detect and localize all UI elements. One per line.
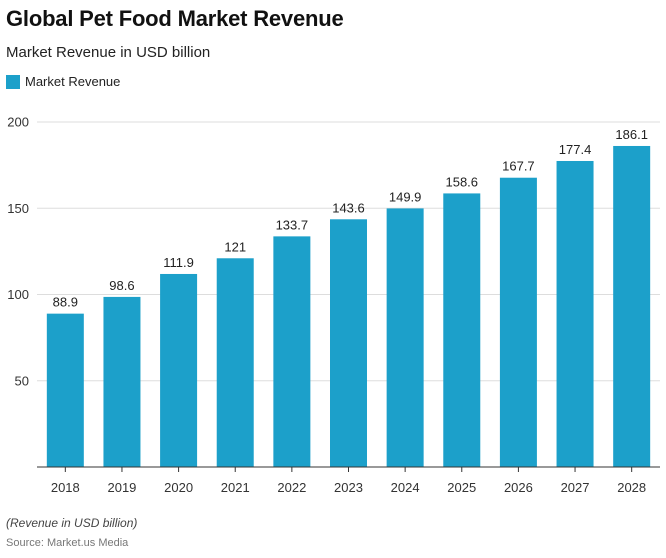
y-tick-label: 50: [15, 373, 29, 388]
x-tick-label-2022: 2022: [277, 480, 306, 495]
bar-2020: [160, 273, 198, 467]
bar-2024: [386, 208, 424, 468]
x-tick-label-2027: 2027: [561, 480, 590, 495]
bar-2018: [46, 313, 84, 467]
source-credit: Source: Market.us Media: [6, 537, 129, 549]
data-label-2027: 177.4: [559, 142, 592, 157]
legend-label: Market Revenue: [25, 74, 121, 89]
bar-2019: [103, 296, 141, 467]
x-tick-label-2024: 2024: [391, 480, 420, 495]
data-label-2024: 149.9: [389, 189, 422, 204]
bar-layer: [46, 145, 651, 468]
legend-swatch: [6, 74, 20, 89]
bar-2023: [330, 219, 367, 467]
x-tick-label-2019: 2019: [107, 480, 136, 495]
axis-layer: 50 100 150 200 2018 2019 2020 2021 2022 2023 2024 2…: [7, 115, 660, 495]
bar-2028: [613, 145, 651, 468]
data-label-layer: 88.9 98.6 111.9 121 133.7 143.6 149.9 158.6 167.…: [53, 127, 648, 310]
x-tick-label-2028: 2028: [617, 480, 646, 495]
data-label-2021: 121: [224, 239, 246, 254]
bar-2027: [556, 160, 594, 468]
y-tick-label: 100: [7, 287, 29, 302]
footnote: (Revenue in USD billion): [6, 516, 138, 530]
data-label-2026: 167.7: [502, 159, 535, 174]
bar-2025: [443, 193, 481, 468]
data-label-2023: 143.6: [332, 200, 365, 215]
x-tick-label-2023: 2023: [334, 480, 363, 495]
bar-2026: [499, 177, 537, 467]
data-label-2022: 133.7: [276, 217, 309, 232]
x-tick-label-2020: 2020: [164, 480, 193, 495]
bar-2021: [216, 258, 254, 467]
data-label-2020: 111.9: [163, 255, 194, 270]
data-label-2028: 186.1: [615, 127, 648, 142]
x-tick-label-2018: 2018: [51, 480, 80, 495]
chart-title: Global Pet Food Market Revenue: [6, 6, 344, 31]
data-label-2025: 158.6: [445, 174, 478, 189]
x-tick-label-2025: 2025: [447, 480, 476, 495]
chart-subtitle: Market Revenue in USD billion: [6, 44, 211, 61]
x-tick-label-2021: 2021: [221, 480, 250, 495]
y-tick-label: 200: [7, 115, 29, 130]
y-tick-label: 150: [7, 201, 29, 216]
data-label-2018: 88.9: [53, 295, 78, 310]
x-tick-label-2026: 2026: [504, 480, 533, 495]
data-label-2019: 98.6: [109, 278, 134, 293]
legend: Market Revenue: [6, 74, 120, 89]
bar-2022: [273, 236, 311, 467]
